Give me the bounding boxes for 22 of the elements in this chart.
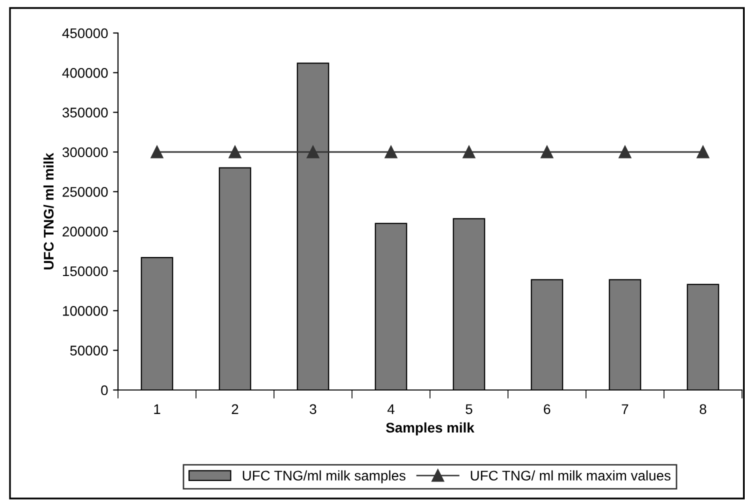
y-tick-label: 300000 (62, 147, 108, 158)
x-tick-label: 4 (387, 404, 394, 414)
x-tick-label: 8 (700, 404, 706, 414)
y-tick-label: 250000 (62, 187, 108, 197)
legend-label: UFC TNG/ml milk samples (242, 470, 406, 484)
legend-label: UFC TNG/ ml milk maxim values (470, 470, 670, 481)
y-tick-label: 200000 (62, 226, 108, 237)
x-tick-label: 7 (622, 404, 628, 414)
x-tick-label: 6 (544, 404, 550, 414)
y-tick-label: 0 (101, 385, 108, 396)
y-tick-label: 150000 (62, 266, 108, 276)
x-tick-label: 2 (232, 404, 238, 414)
y-tick-label: 100000 (62, 306, 108, 316)
y-tick-label: 350000 (62, 108, 108, 118)
y-axis-title: UFC TNG/ ml milk (43, 152, 54, 270)
y-tick-label: 50000 (70, 346, 108, 356)
y-tick-label: 400000 (62, 68, 108, 78)
x-axis-title: Samples milk (386, 422, 474, 436)
y-tick-label: 450000 (62, 28, 108, 38)
x-tick-label: 5 (466, 404, 472, 414)
x-tick-label: 1 (154, 404, 160, 414)
x-tick-label: 3 (310, 404, 316, 414)
